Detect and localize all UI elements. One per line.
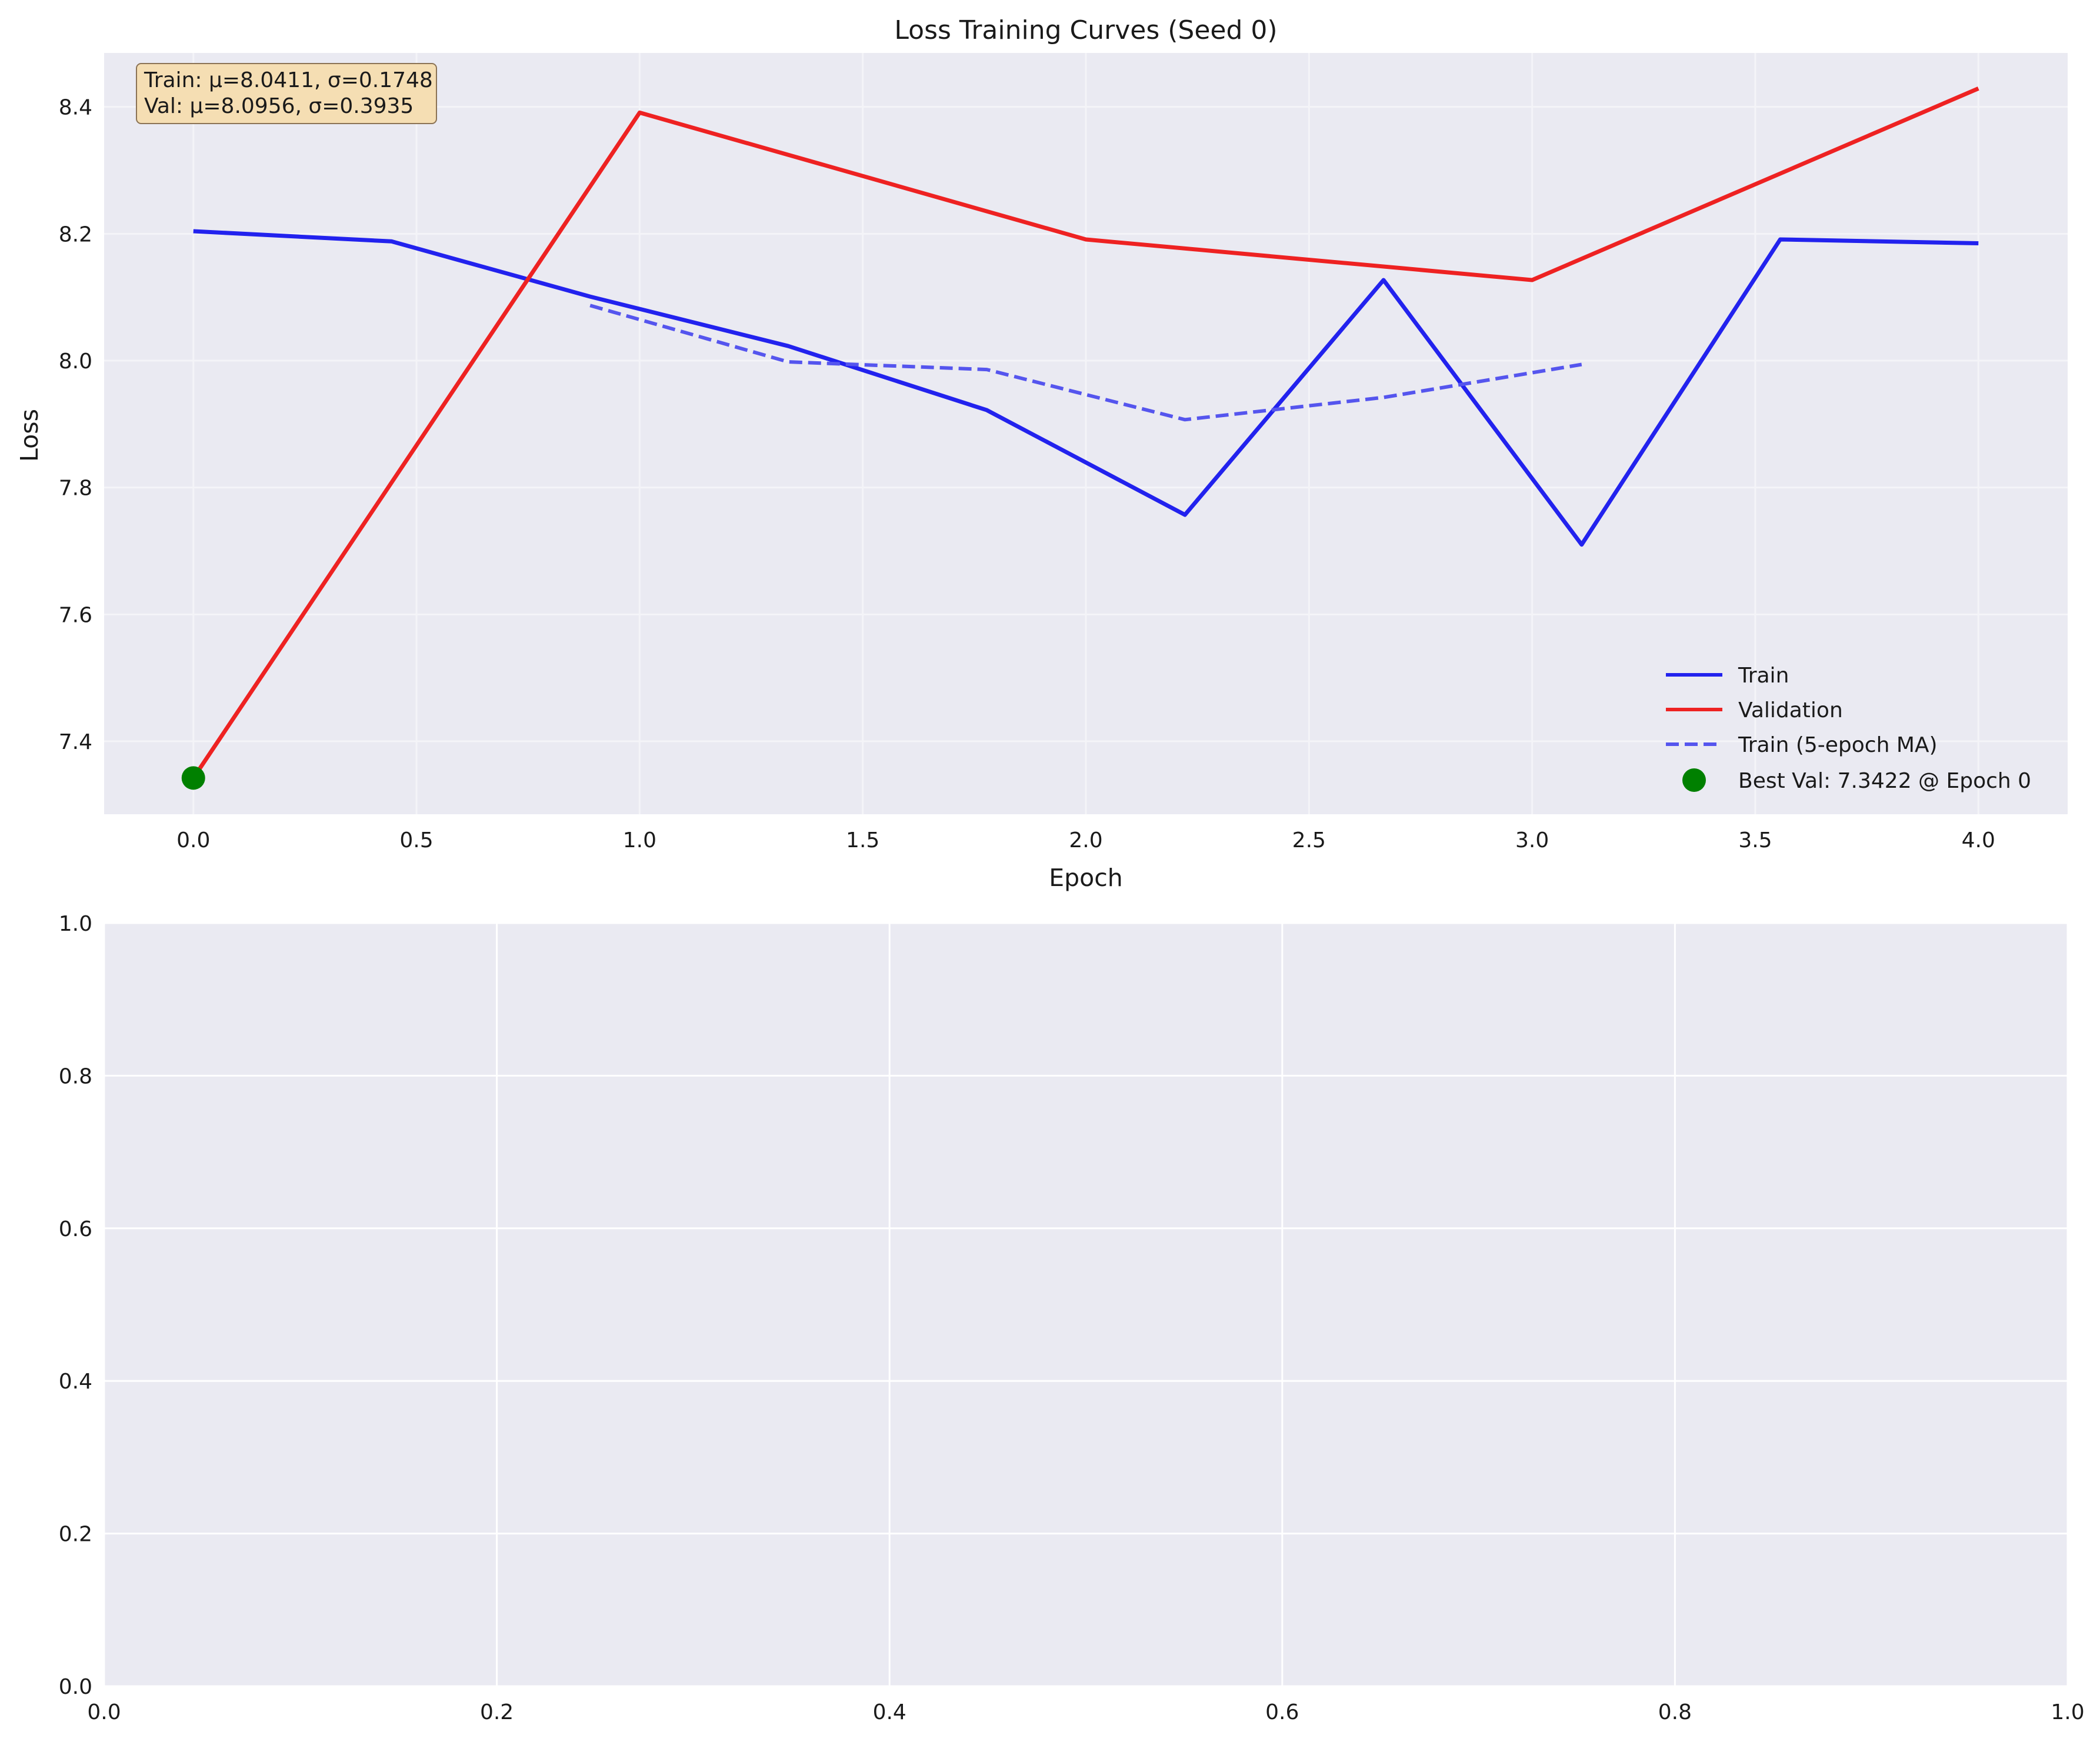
loss-chart: Loss Training Curves (Seed 0) 0.0 0.5 1.0 1… xyxy=(15,15,2068,892)
y-tick-label: 0.0 xyxy=(59,1675,92,1699)
y-tick-label: 8.0 xyxy=(59,349,92,374)
legend-label-train-ma: Train (5-epoch MA) xyxy=(1738,733,1938,757)
legend-item-validation: Validation xyxy=(1666,698,1843,722)
x-tick-label: 0.4 xyxy=(873,1700,906,1724)
y-tick-label: 7.4 xyxy=(59,730,92,754)
legend-label-train: Train xyxy=(1738,664,1789,688)
x-tick-label: 1.0 xyxy=(2051,1700,2084,1724)
legend: Train Validation Train (5-epoch MA) Best… xyxy=(1666,664,2031,793)
x-tick-label: 4.0 xyxy=(1962,828,1995,852)
best-val-marker xyxy=(181,766,205,790)
x-tick-label: 0.8 xyxy=(1658,1700,1692,1724)
y-tick-labels: 0.0 0.2 0.4 0.6 0.8 1.0 xyxy=(59,912,92,1699)
x-tick-label: 1.0 xyxy=(623,828,656,852)
x-tick-label: 0.0 xyxy=(87,1700,121,1724)
x-tick-labels: 0.0 0.2 0.4 0.6 0.8 1.0 xyxy=(87,1700,2084,1724)
x-tick-label: 0.5 xyxy=(399,828,433,852)
legend-label-validation: Validation xyxy=(1738,698,1843,722)
series-line-train-5-epoch-ma xyxy=(589,304,1582,422)
y-tick-label: 8.4 xyxy=(59,96,92,120)
x-tick-label: 0.0 xyxy=(176,828,210,852)
y-tick-labels: 7.4 7.6 7.8 8.0 8.2 8.4 xyxy=(59,96,92,754)
y-axis-label: Loss xyxy=(15,409,44,462)
y-tick-label: 7.8 xyxy=(59,477,92,501)
stats-box xyxy=(136,63,437,124)
legend-label-best-val: Best Val: 7.3422 @ Epoch 0 xyxy=(1738,769,2031,793)
stats-annotation: Train: μ=8.0411, σ=0.1748 Val: μ=8.0956,… xyxy=(136,63,437,124)
val-stats-text: Val: μ=8.0956, σ=0.3935 xyxy=(144,94,414,118)
x-tick-label: 2.5 xyxy=(1292,828,1326,852)
grid-lines xyxy=(103,922,2069,1687)
x-tick-label: 1.5 xyxy=(846,828,879,852)
legend-item-train: Train xyxy=(1666,664,1789,688)
x-tick-label: 0.6 xyxy=(1265,1700,1299,1724)
x-tick-label: 3.5 xyxy=(1738,828,1772,852)
x-axis-label: Epoch xyxy=(1049,864,1123,892)
empty-chart: 0.0 0.2 0.4 0.6 0.8 1.0 0.0 0.2 0.4 0.6 0.8 1.0 xyxy=(59,912,2085,1724)
chart-title: Loss Training Curves (Seed 0) xyxy=(894,15,1277,45)
x-tick-label: 3.0 xyxy=(1515,828,1549,852)
y-tick-label: 0.4 xyxy=(59,1370,92,1394)
train-stats-text: Train: μ=8.0411, σ=0.1748 xyxy=(144,68,433,92)
y-tick-label: 1.0 xyxy=(59,912,92,936)
plot-area xyxy=(104,923,2068,1686)
best-val-marker-group xyxy=(181,766,205,790)
y-tick-label: 7.6 xyxy=(59,603,92,627)
y-tick-label: 0.8 xyxy=(59,1064,92,1088)
legend-swatch-best-val xyxy=(1682,768,1706,792)
y-tick-label: 0.2 xyxy=(59,1523,92,1547)
y-tick-label: 0.6 xyxy=(59,1217,92,1241)
series-group xyxy=(191,86,1979,780)
y-tick-label: 8.2 xyxy=(59,222,92,247)
x-tick-labels: 0.0 0.5 1.0 1.5 2.0 2.5 3.0 3.5 4.0 xyxy=(176,828,1995,852)
x-tick-label: 0.2 xyxy=(480,1700,514,1724)
legend-item-best-val: Best Val: 7.3422 @ Epoch 0 xyxy=(1682,768,2031,793)
x-tick-label: 2.0 xyxy=(1069,828,1102,852)
series-line-validation xyxy=(191,86,1979,780)
series-line-train xyxy=(193,229,1979,547)
legend-item-train-ma: Train (5-epoch MA) xyxy=(1666,733,1938,757)
